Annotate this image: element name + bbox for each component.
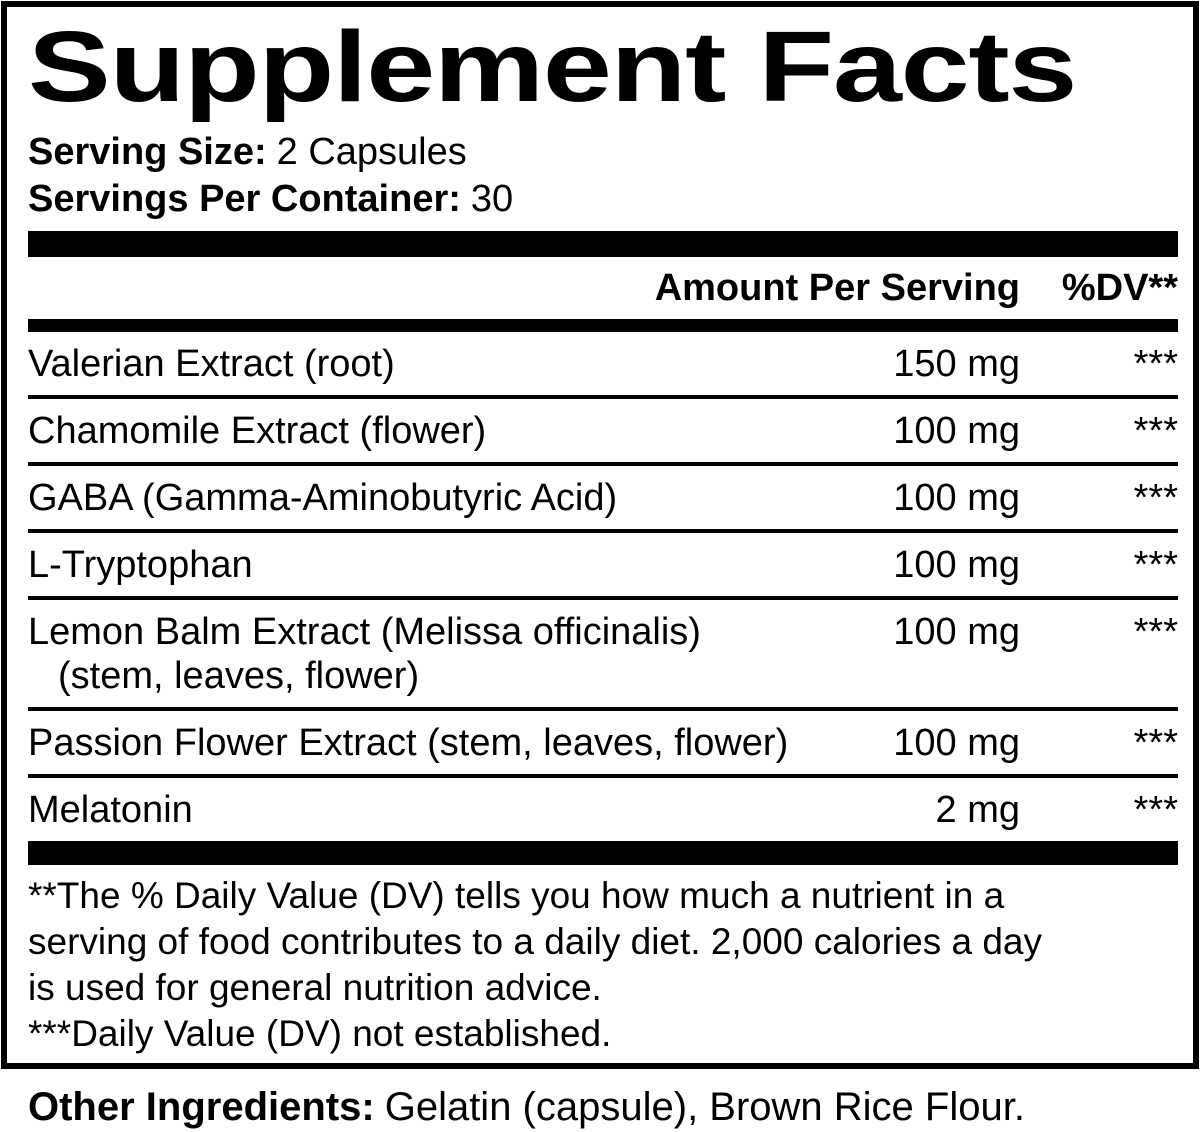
ingredient-dv: *** — [1133, 343, 1178, 385]
footnote-line: is used for general nutrition advice. — [28, 967, 602, 1008]
ingredient-name: Passion Flower Extract (stem, leaves, fl… — [28, 722, 789, 764]
ingredient-dv: *** — [1133, 611, 1178, 653]
ingredient-dv: *** — [1133, 789, 1178, 831]
serving-size-value: 2 Capsules — [276, 131, 467, 173]
table-row: Valerian Extract (root) 150 mg *** — [28, 332, 1178, 399]
ingredient-amount: 100 mg — [893, 611, 1020, 653]
other-ingredients-value: Gelatin (capsule), Brown Rice Flour. — [384, 1085, 1025, 1129]
ingredient-name: Valerian Extract (root) — [28, 343, 395, 385]
table-row: Lemon Balm Extract (Melissa officinalis)… — [28, 600, 1178, 711]
ingredient-dv: *** — [1133, 410, 1178, 452]
servings-per-container-value: 30 — [470, 178, 514, 220]
ingredient-name: Melatonin — [28, 789, 193, 831]
serving-info: Serving Size: 2 Capsules Servings Per Con… — [28, 129, 1178, 223]
servings-per-container-label: Servings Per Container: — [28, 178, 461, 220]
supplement-facts-panel: Supplement Facts Serving Size: 2 Capsules… — [1, 1, 1199, 1069]
ingredient-name: Chamomile Extract (flower) — [28, 410, 487, 452]
percent-dv-header: %DV** — [1061, 267, 1178, 309]
table-row: Chamomile Extract (flower) 100 mg *** — [28, 399, 1178, 466]
ingredient-amount: 2 mg — [935, 789, 1020, 831]
ingredient-name: GABA (Gamma-Aminobutyric Acid) — [28, 477, 618, 519]
serving-size-line: Serving Size: 2 Capsules — [28, 129, 1178, 176]
table-row: GABA (Gamma-Aminobutyric Acid) 100 mg **… — [28, 466, 1178, 533]
amount-per-serving-header: Amount Per Serving — [654, 267, 1020, 309]
footnote-line: **The % Daily Value (DV) tells you how m… — [28, 875, 1005, 916]
footnote: **The % Daily Value (DV) tells you how m… — [28, 873, 1178, 1057]
footnote-line: ***Daily Value (DV) not established. — [28, 1013, 612, 1054]
table-row: L-Tryptophan 100 mg *** — [28, 533, 1178, 600]
divider-bar-top — [28, 231, 1178, 257]
ingredient-amount: 100 mg — [893, 477, 1020, 519]
divider-bar-bottom — [28, 841, 1178, 865]
ingredient-dv: *** — [1133, 722, 1178, 764]
footnote-line: serving of food contributes to a daily d… — [28, 921, 1042, 962]
table-row: Melatonin 2 mg *** — [28, 778, 1178, 841]
table-header-row: Amount Per Serving %DV** — [28, 257, 1178, 319]
table-row: Passion Flower Extract (stem, leaves, fl… — [28, 711, 1178, 778]
ingredient-name: Lemon Balm Extract (Melissa officinalis) — [28, 611, 701, 653]
ingredient-amount: 100 mg — [893, 722, 1020, 764]
other-ingredients-label: Other Ingredients: — [28, 1085, 375, 1129]
other-ingredients-line: Other Ingredients: Gelatin (capsule), Bro… — [0, 1083, 1200, 1131]
ingredient-name: L-Tryptophan — [28, 544, 253, 586]
serving-size-label: Serving Size: — [28, 131, 267, 173]
divider-bar-header — [28, 319, 1178, 332]
ingredient-amount: 100 mg — [893, 410, 1020, 452]
ingredient-amount: 100 mg — [893, 544, 1020, 586]
ingredient-dv: *** — [1133, 544, 1178, 586]
servings-per-container-line: Servings Per Container: 30 — [28, 176, 1178, 223]
panel-title: Supplement Facts — [28, 11, 1077, 123]
ingredient-name-line2: (stem, leaves, flower) — [58, 655, 420, 697]
ingredient-dv: *** — [1133, 477, 1178, 519]
ingredient-amount: 150 mg — [893, 343, 1020, 385]
